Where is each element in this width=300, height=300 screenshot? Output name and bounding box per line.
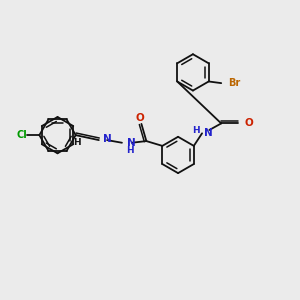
- Text: Cl: Cl: [17, 130, 28, 140]
- Text: H: H: [127, 146, 134, 154]
- Text: O: O: [245, 118, 254, 128]
- Text: N: N: [204, 128, 212, 138]
- Text: N: N: [127, 138, 135, 148]
- Text: O: O: [135, 113, 144, 123]
- Text: Br: Br: [229, 78, 241, 88]
- Text: N: N: [103, 134, 112, 144]
- Text: H: H: [192, 125, 200, 134]
- Text: H: H: [74, 138, 81, 147]
